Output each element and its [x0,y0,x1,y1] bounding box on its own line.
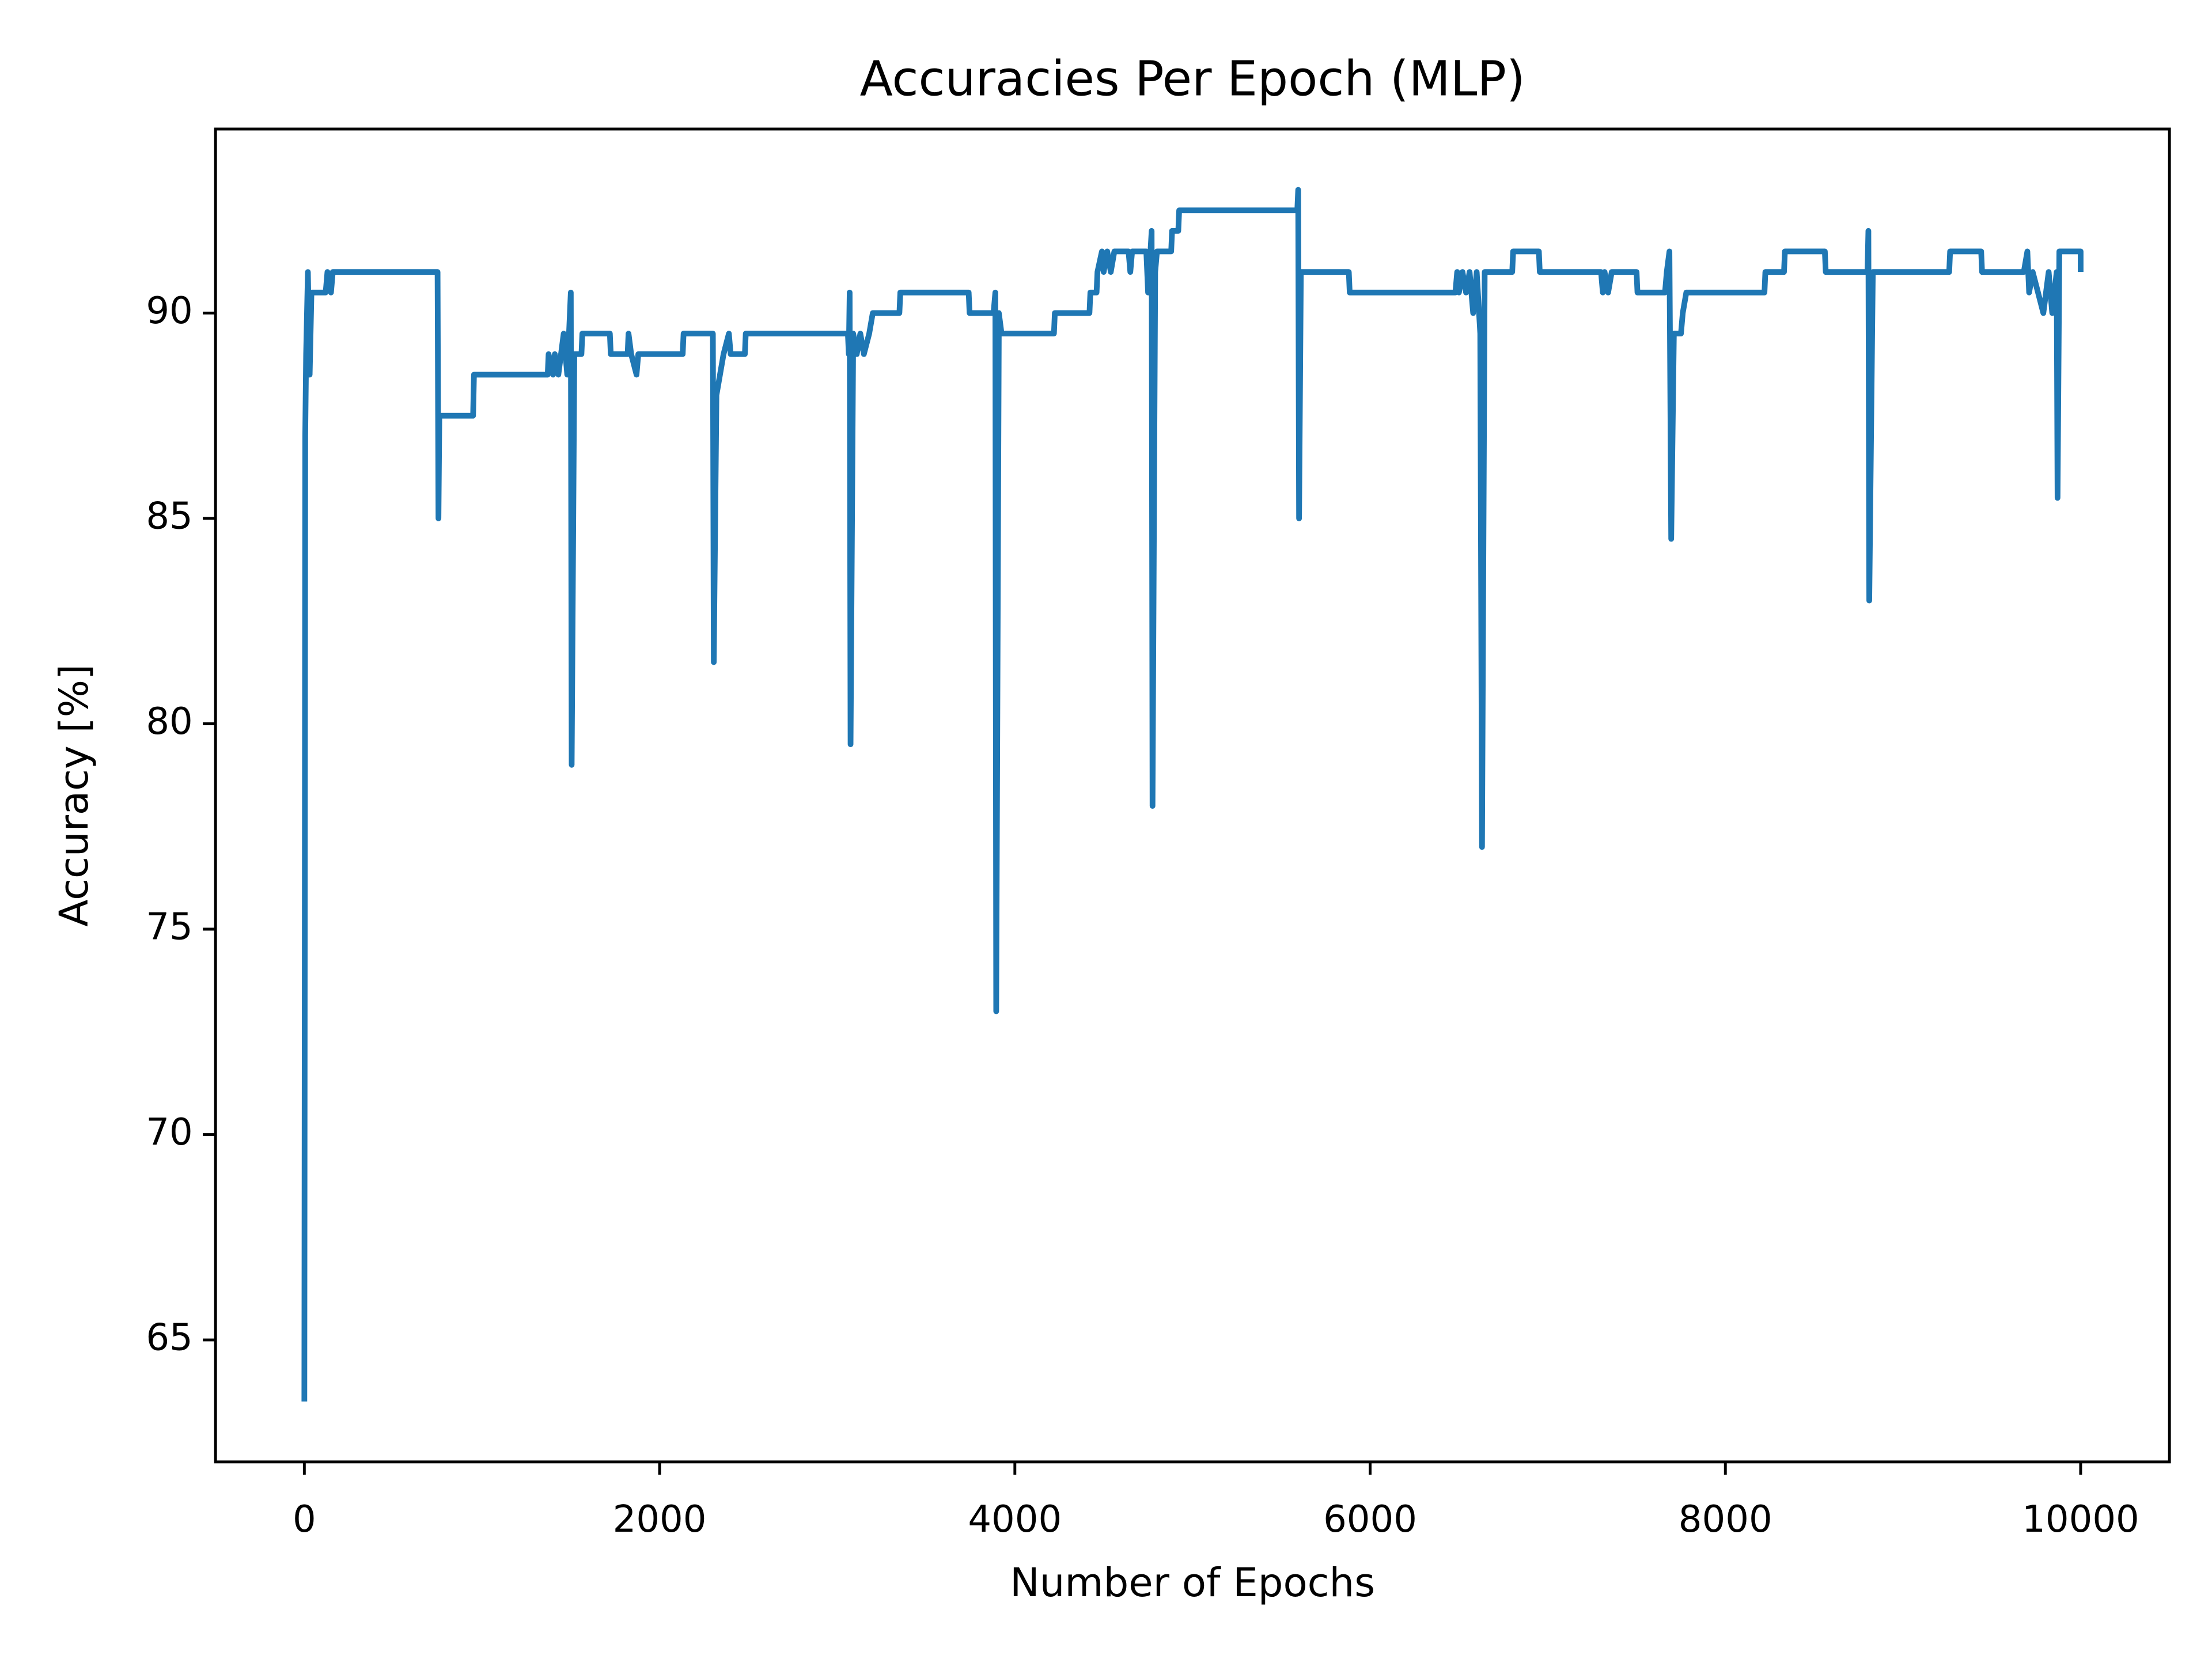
x-tick-label: 4000 [968,1498,1062,1541]
y-tick-label: 65 [146,1317,192,1359]
x-tick-label: 0 [293,1498,316,1541]
axes-frame [214,127,2171,1464]
y-axis-label: Accuracy [%] [51,664,97,927]
y-tick-label: 90 [146,290,192,332]
chart-title: Accuracies Per Epoch (MLP) [860,51,1525,107]
y-tick-label: 75 [146,906,192,949]
x-tick-label: 10000 [2022,1498,2139,1541]
y-tick-label: 70 [146,1111,192,1154]
data-line [301,187,2084,1402]
x-tick-label: 6000 [1323,1498,1417,1541]
plot-area [301,187,2084,1402]
y-tick-label: 85 [146,495,192,538]
x-tick-label: 8000 [1679,1498,1772,1541]
x-tick-label: 2000 [613,1498,707,1541]
x-axis-label: Number of Epochs [1010,1560,1375,1606]
y-tick-label: 80 [146,700,192,743]
